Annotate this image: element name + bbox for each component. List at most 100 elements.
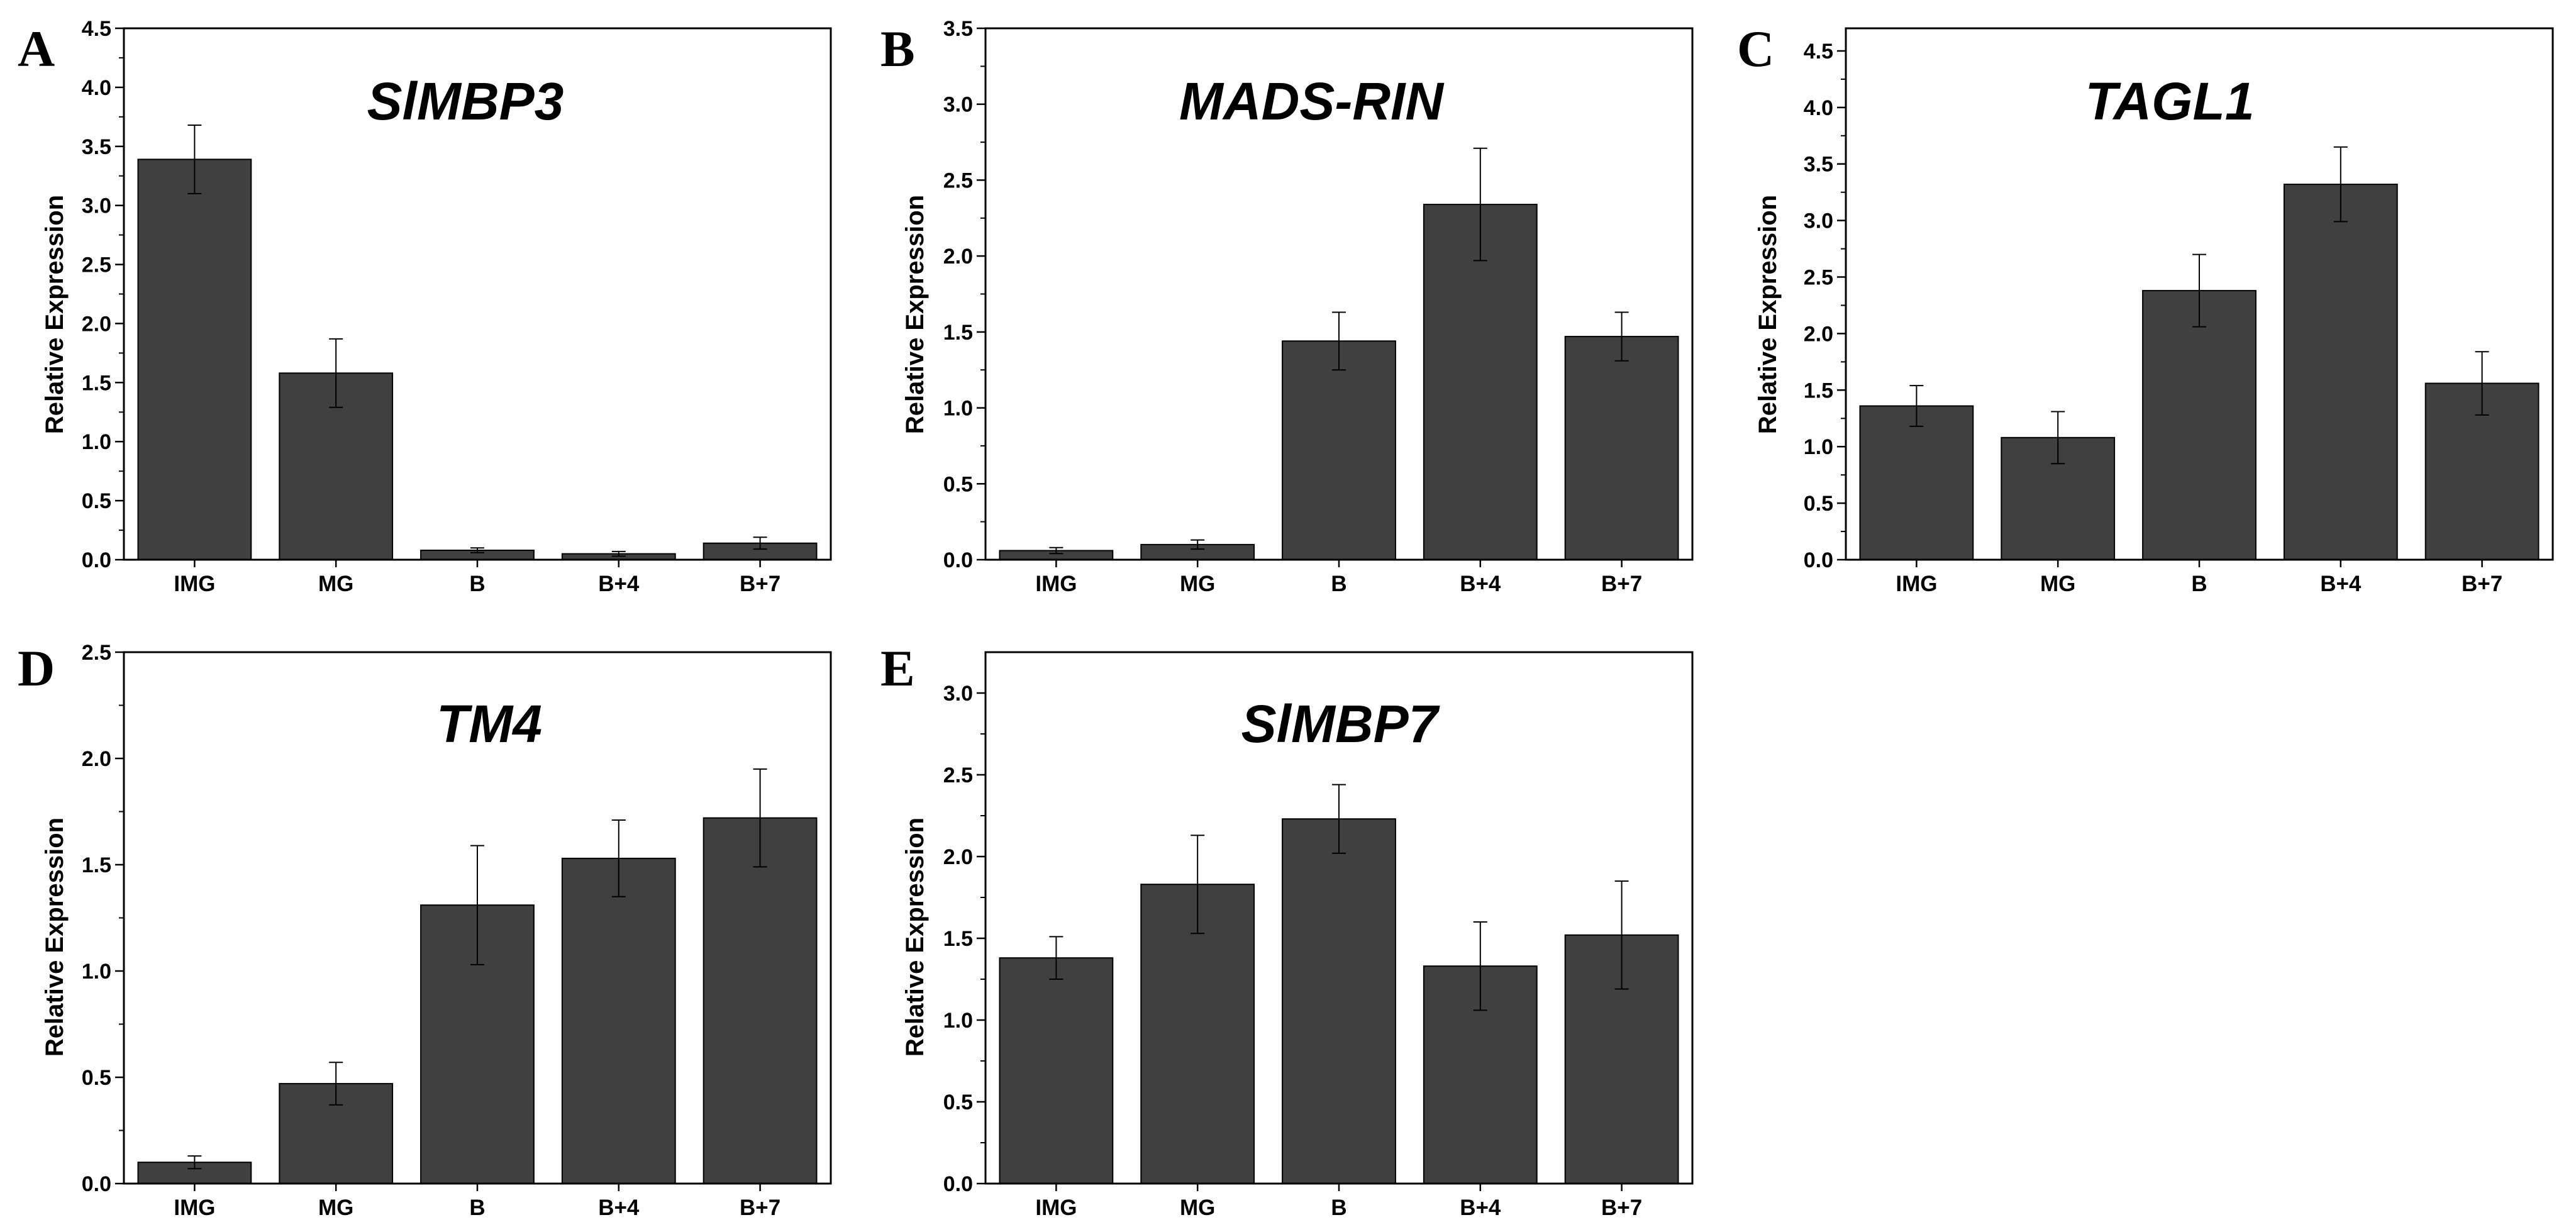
x-tick-label: B+4 [2320,572,2362,596]
y-tick-label: 3.0 [943,682,973,706]
y-axis-label: Relative Expression [1754,195,1782,434]
panel-d: D TM4 Relative Expression IMG MG B B+4 B+7 0.… [18,640,832,1220]
y-tick-label: 0.5 [943,472,973,496]
bar [2142,290,2257,560]
x-tick-label: B+4 [598,1196,640,1220]
y-tick-label: 0.5 [943,1090,973,1114]
y-tick-label: 2.5 [82,253,111,277]
y-tick-label: 4.0 [1804,96,1833,120]
plot-frame [984,651,1694,1185]
chart-title: TAGL1 [2085,72,2254,131]
y-axis-label: Relative Expression [41,195,69,434]
plot-frame [123,651,832,1185]
x-tick-label: IMG [174,572,215,596]
x-tick-label: B [1331,1196,1346,1220]
x-tick-label: B+4 [1460,1196,1501,1220]
y-tick-label: 1.5 [943,927,973,951]
panel-b: B MADS-RIN Relative Expression IMG MG B B+4… [880,17,1694,596]
y-tick-label: 3.5 [1804,153,1833,177]
y-tick-label: 0.0 [943,1172,973,1196]
y-tick-label: 0.0 [943,548,973,572]
chart-title: SlMBP7 [1241,694,1440,753]
x-tick-label: MG [1180,1196,1215,1220]
y-tick-label: 1.5 [82,853,111,877]
y-tick-label: 1.0 [943,1009,973,1033]
y-tick-label: 0.0 [82,1172,111,1196]
y-tick-label: 2.5 [943,763,973,787]
y-tick-label: 4.5 [1804,40,1833,64]
y-tick-label: 2.0 [82,312,111,336]
bar [1564,336,1679,560]
x-tick-label: MG [318,1196,353,1220]
panel-letter: E [880,640,915,697]
panel-letter: C [1737,20,1774,77]
bar [1282,340,1396,560]
plot-area: IMG MG B B+4 B+7 0.0 0.5 1.0 1.5 2.0 2.5 3.0 3.5 [943,17,1694,596]
x-tick-label: B+7 [2462,572,2502,596]
y-tick-label: 3.0 [82,194,111,218]
y-tick-label: 3.0 [943,93,973,117]
bar [137,158,252,560]
y-tick-label: 1.5 [943,321,973,345]
x-tick-label: B [1331,572,1346,596]
panel-e: E SlMBP7 Relative Expression IMG MG B B+4 B+… [880,640,1694,1220]
y-axis-label: Relative Expression [901,818,929,1057]
x-tick-label: B [469,1196,485,1220]
bar [1859,405,1974,560]
chart-title: SlMBP3 [367,72,564,131]
bar [561,857,676,1184]
y-tick-label: 2.5 [82,641,111,665]
y-tick-label: 2.5 [1804,266,1833,290]
bar [702,817,818,1184]
y-tick-label: 1.0 [82,960,111,984]
plot-area: IMG MG B B+4 B+7 0.0 0.5 1.0 1.5 2.0 2.5 3.0 [943,651,1694,1220]
y-tick-label: 2.5 [943,169,973,192]
y-tick-label: 4.5 [82,17,111,41]
y-tick-label: 0.5 [1804,492,1833,516]
y-tick-label: 3.0 [1804,209,1833,233]
chart-title: MADS-RIN [1179,72,1445,131]
y-tick-label: 2.0 [943,245,973,269]
y-axis-label: Relative Expression [41,818,69,1057]
y-tick-label: 0.5 [82,1066,111,1090]
x-tick-label: IMG [1896,572,1937,596]
panel-letter: B [880,20,915,77]
bar [1282,818,1396,1184]
x-tick-label: B [2191,572,2207,596]
x-tick-label: B+4 [1460,572,1501,596]
y-tick-label: 1.0 [943,397,973,421]
y-tick-label: 1.5 [82,371,111,395]
panel-c: C TAGL1 Relative Expression IMG MG B B+4 B+7… [1737,20,2554,596]
y-tick-label: 0.0 [82,548,111,572]
x-tick-label: B+7 [740,1196,780,1220]
y-tick-label: 3.5 [943,17,973,41]
panel-letter: A [18,20,55,77]
x-tick-label: B+7 [1601,572,1642,596]
y-tick-label: 1.5 [1804,379,1833,402]
x-tick-label: IMG [174,1196,215,1220]
y-tick-label: 1.0 [82,430,111,454]
chart-title: TM4 [436,694,542,753]
y-tick-label: 3.5 [82,135,111,159]
panel-a: A SlMBP3 Relative Expression IMG MG B B+4 B+… [18,17,832,596]
bar [1423,204,1538,561]
y-tick-label: 0.5 [82,489,111,513]
y-tick-label: 2.0 [82,747,111,771]
x-tick-label: B+7 [1601,1196,1642,1220]
x-tick-label: IMG [1035,572,1077,596]
x-tick-label: MG [1180,572,1215,596]
bar [999,957,1114,1184]
plot-frame [984,27,1694,561]
x-tick-label: B+7 [740,572,780,596]
bar [1140,884,1255,1184]
y-tick-label: 1.0 [1804,435,1833,459]
plot-area: IMG MG B B+4 B+7 0.0 0.5 1.0 1.5 2.0 2.5 3.0 3.5 4.0 4… [1804,27,2554,596]
x-tick-label: B+4 [598,572,640,596]
x-tick-label: MG [318,572,353,596]
plot-area: IMG MG B B+4 B+7 0.0 0.5 1.0 1.5 2.0 2.5 [82,641,832,1220]
x-tick-label: IMG [1035,1196,1077,1220]
plot-frame [1845,27,2554,561]
panel-letter: D [18,640,55,697]
x-tick-label: B [469,572,485,596]
